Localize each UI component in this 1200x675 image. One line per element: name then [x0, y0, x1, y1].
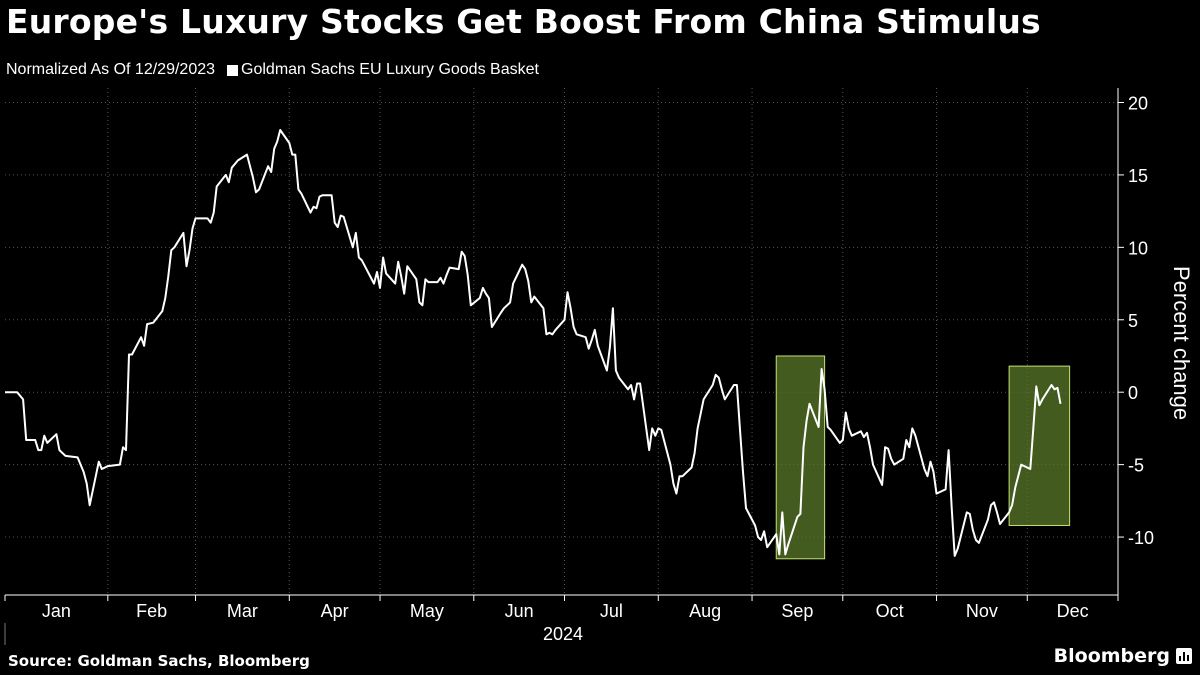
source-note: Source: Goldman Sachs, Bloomberg: [8, 652, 310, 670]
y-tick-label: 15: [1128, 166, 1148, 186]
x-tick-label: Nov: [966, 601, 998, 621]
year-label: 2024: [543, 624, 583, 644]
logo-text: Bloomberg: [1053, 645, 1170, 667]
highlight-box: [775, 355, 826, 560]
x-tick-label: Mar: [227, 601, 258, 621]
bloomberg-logo: Bloomberg: [1054, 645, 1192, 667]
y-axis: -10 -5 0 5 10 15 20: [1117, 88, 1154, 595]
x-tick-label: Sep: [781, 601, 813, 621]
x-tick-label: May: [410, 601, 444, 621]
normalized-note: Normalized As Of 12/29/2023: [6, 61, 216, 78]
legend-label: Goldman Sachs EU Luxury Goods Basket: [241, 61, 539, 78]
x-tick-label: Aug: [689, 601, 721, 621]
x-tick-label: Jan: [42, 601, 71, 621]
y-tick-label: -5: [1128, 456, 1144, 476]
x-tick-label: Oct: [876, 601, 904, 621]
y-tick-label: 20: [1128, 93, 1148, 113]
highlight-boxes: [775, 355, 1071, 560]
x-tick-label: Feb: [136, 601, 167, 621]
x-tick-label: Apr: [321, 601, 349, 621]
x-tick-label: Jun: [505, 601, 534, 621]
x-axis: Jan Feb Mar Apr May Jun Jul Aug Sep Oct Nov Dec: [4, 594, 1119, 645]
chart-title: Europe's Luxury Stocks Get Boost From Ch…: [6, 2, 1041, 41]
bloomberg-icon: [1176, 648, 1192, 664]
x-tick-label: Jul: [600, 601, 623, 621]
x-tick-label: Dec: [1057, 601, 1089, 621]
chart-subtitle: Normalized As Of 12/29/2023 Goldman Sach…: [6, 61, 539, 79]
y-axis-label: Percent change: [1169, 266, 1194, 420]
highlight-box: [1008, 365, 1071, 526]
series-group: [5, 129, 1062, 557]
y-tick-label: 0: [1128, 383, 1138, 403]
y-tick-label: -10: [1128, 528, 1154, 548]
y-tick-label: 5: [1128, 311, 1138, 331]
grid: [5, 88, 1118, 595]
series-line: [5, 129, 1062, 557]
y-tick-label: 10: [1128, 238, 1148, 258]
legend-swatch: [227, 64, 239, 76]
